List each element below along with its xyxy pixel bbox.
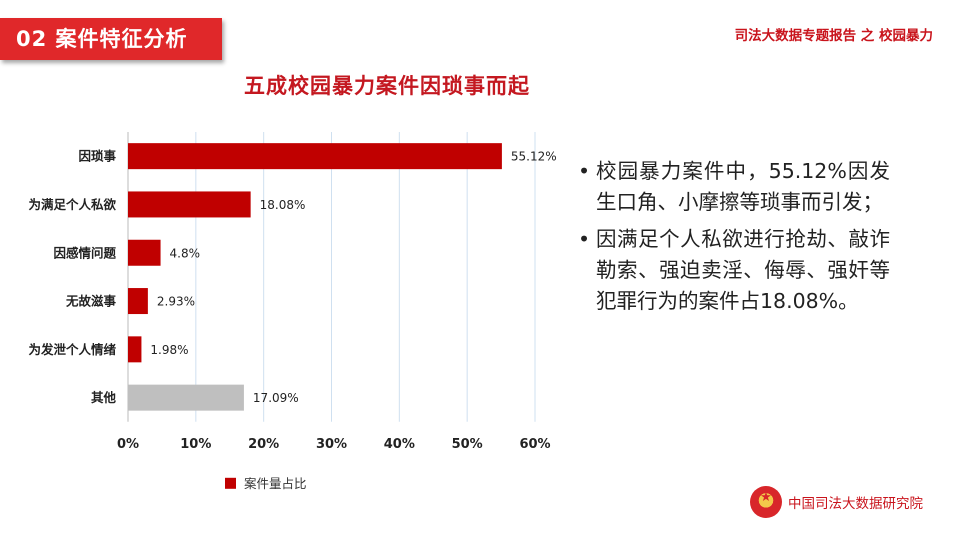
report-title: 司法大数据专题报告 之 校园暴力 (734, 28, 933, 44)
data-label: 18.08% (260, 198, 306, 212)
court-emblem-icon (750, 486, 782, 518)
bar (128, 288, 148, 315)
category-label: 因感情问题 (53, 245, 116, 260)
data-label: 55.12% (511, 150, 557, 164)
bullet-list: • 校园暴力案件中，55.12%因发生口角、小摩擦等琐事而引发； • 因满足个人私欲… (578, 156, 890, 323)
bar-chart: 0% 10% 20% 30% 40% 50% 60% 因琐事 55.12% 为满足个人私欲 18.0… (28, 132, 557, 491)
x-tick-label: 10% (180, 437, 211, 452)
data-label: 1.98% (150, 343, 188, 357)
bar (128, 191, 251, 218)
footer: 中国司法大数据研究院 (750, 486, 923, 518)
bar (128, 384, 244, 411)
chart-title: 五成校园暴力案件因琐事而起 (244, 74, 530, 98)
x-tick-label: 20% (248, 437, 279, 452)
data-label: 2.93% (157, 295, 195, 309)
bar (128, 239, 161, 266)
bar (128, 336, 142, 363)
x-tick-label: 30% (316, 437, 347, 452)
x-tick-label: 60% (519, 437, 550, 452)
legend-swatch (225, 477, 236, 489)
x-tick-label: 50% (452, 437, 483, 452)
bar (128, 143, 502, 170)
data-label: 17.09% (253, 391, 299, 405)
category-label: 因琐事 (78, 149, 116, 164)
x-tick-label: 40% (384, 437, 415, 452)
bullet-text: 因满足个人私欲进行抢劫、敲诈勒索、强迫卖淫、侮辱、强奸等犯罪行为的案件占18.0… (596, 227, 890, 313)
category-label: 为发泄个人情绪 (28, 342, 116, 357)
bullet-item: • 因满足个人私欲进行抢劫、敲诈勒索、强迫卖淫、侮辱、强奸等犯罪行为的案件占18.… (578, 224, 890, 317)
x-tick-label: 0% (117, 437, 139, 452)
bullet-text: 校园暴力案件中，55.12%因发生口角、小摩擦等琐事而引发； (596, 159, 890, 214)
bullet-item: • 校园暴力案件中，55.12%因发生口角、小摩擦等琐事而引发； (578, 156, 890, 218)
category-label: 其他 (91, 390, 117, 405)
bullet-dot: • (578, 159, 591, 183)
bullet-dot: • (578, 227, 591, 251)
legend-label: 案件量占比 (244, 476, 307, 491)
data-label: 4.8% (170, 246, 201, 260)
section-tag: 02 案件特征分析 (0, 18, 222, 60)
category-label: 无故滋事 (65, 294, 117, 309)
footer-org: 中国司法大数据研究院 (788, 496, 923, 512)
category-label: 为满足个人私欲 (28, 197, 116, 212)
